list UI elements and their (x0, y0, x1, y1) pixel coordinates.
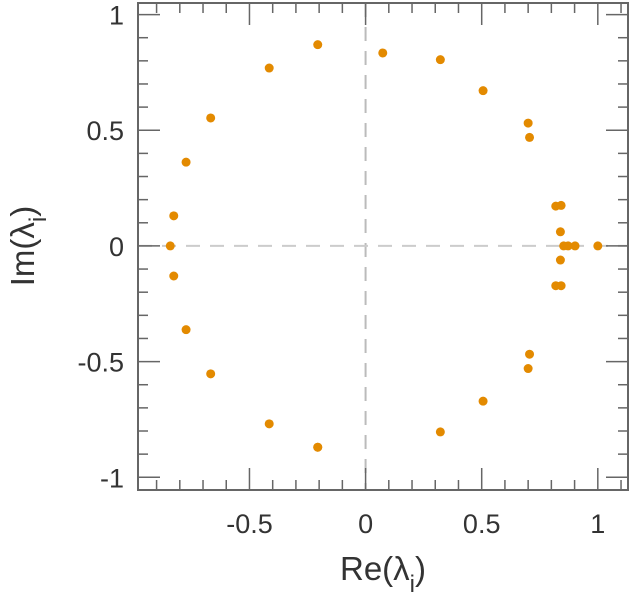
data-point (563, 241, 573, 251)
data-point (525, 132, 535, 142)
plot-frame (137, 2, 629, 491)
data-point (556, 281, 566, 291)
y-tick-label: -0.5 (77, 348, 124, 378)
data-point (523, 364, 533, 374)
data-point (264, 419, 274, 429)
data-point (181, 325, 191, 335)
data-point (435, 427, 445, 437)
x-tick-label: -0.5 (226, 509, 273, 539)
axis-ticks (138, 3, 628, 490)
x-tick-label: 0.5 (463, 509, 501, 539)
data-point (555, 227, 565, 237)
y-tick-label: 1 (109, 1, 124, 31)
data-point (165, 241, 175, 251)
tick-labels: -0.5 0 0.5 1 -1 -0.5 0 0.5 1 (77, 1, 605, 539)
y-tick-label: 0.5 (86, 116, 124, 146)
data-point (570, 241, 580, 251)
data-point (169, 211, 179, 221)
x-tick-label: 1 (590, 509, 605, 539)
data-point (435, 55, 445, 65)
data-point (525, 349, 535, 359)
data-point (313, 442, 323, 452)
y-tick-label: -1 (100, 463, 124, 493)
x-tick-label: 0 (358, 509, 373, 539)
data-point (206, 369, 216, 379)
data-point (593, 241, 603, 251)
y-tick-label: 0 (109, 232, 124, 262)
data-point (264, 63, 274, 73)
data-point (169, 271, 179, 281)
data-point (478, 396, 488, 406)
data-points (165, 40, 603, 452)
y-axis-label: Im(λi) (4, 206, 52, 287)
data-point (181, 157, 191, 167)
data-point (555, 255, 565, 265)
data-point (478, 86, 488, 96)
data-point (206, 113, 216, 123)
reference-lines (138, 3, 628, 490)
x-axis-label: Re(λi) (340, 550, 426, 598)
data-point (313, 40, 323, 50)
data-point (378, 48, 388, 58)
data-point (523, 118, 533, 128)
data-point (556, 200, 566, 210)
